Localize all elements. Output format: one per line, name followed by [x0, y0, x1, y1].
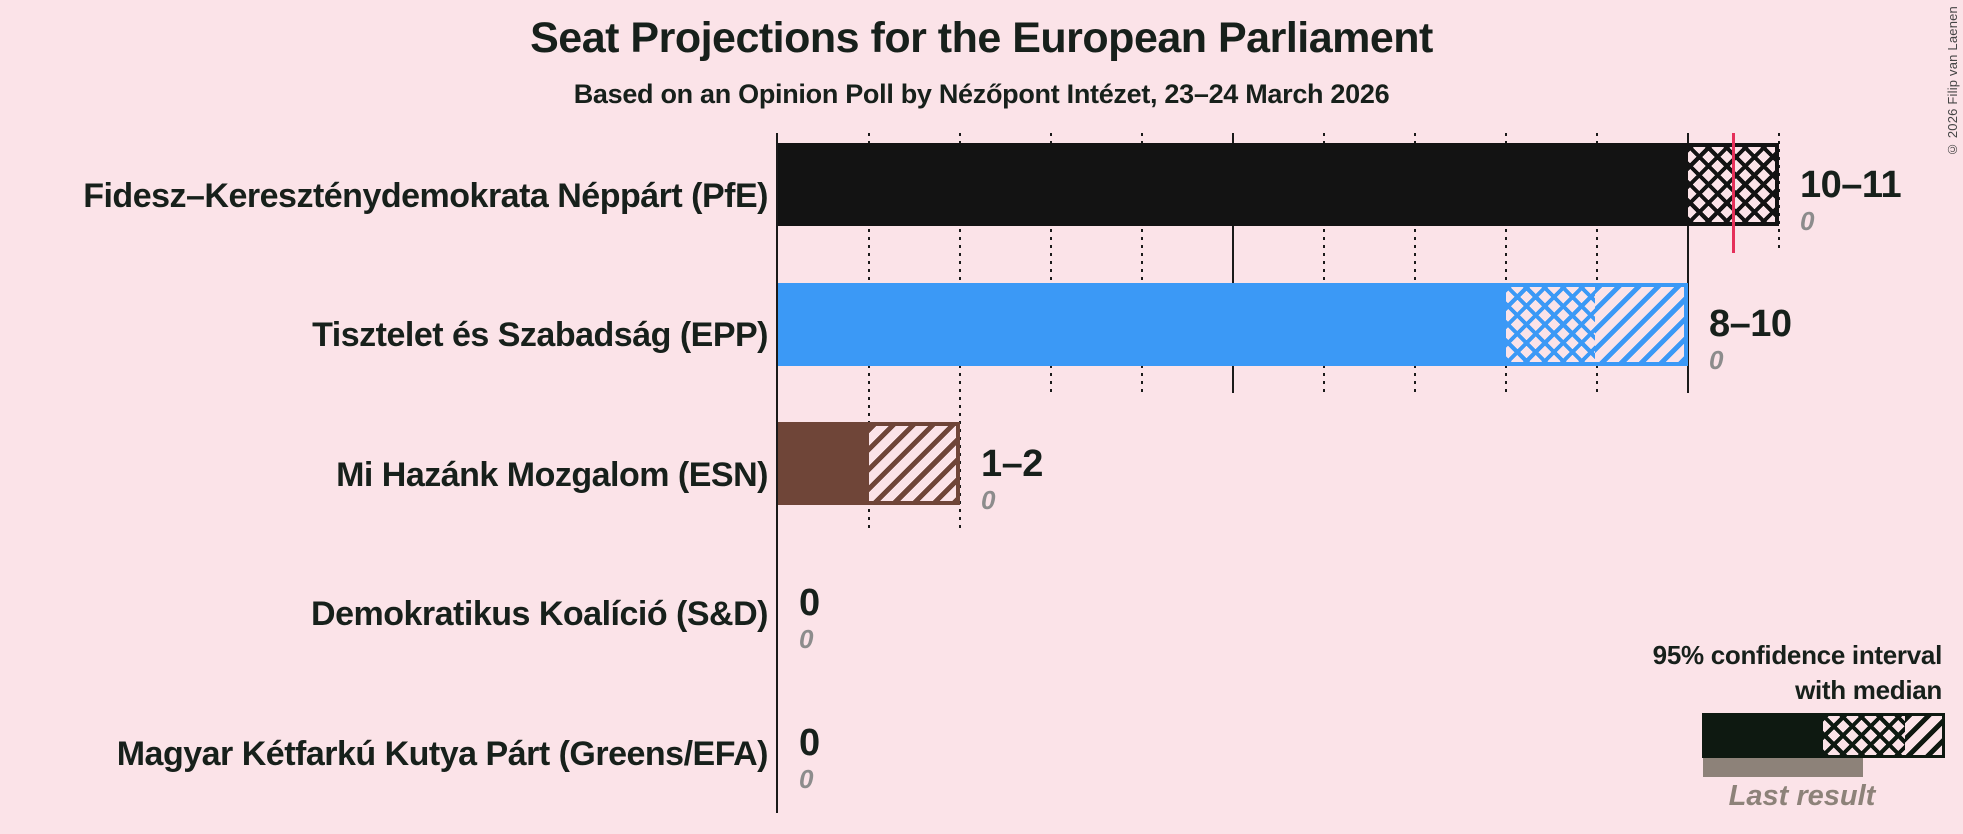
- y-axis: [776, 133, 778, 813]
- legend-last-result-label: Last result: [1728, 780, 1876, 812]
- chart-subtitle: Based on an Opinion Poll by Nézőpont Int…: [573, 79, 1390, 109]
- legend-ci-label: 95% confidence interval with median: [1652, 638, 1943, 708]
- legend-ci-line1: 95% confidence interval: [1652, 640, 1943, 670]
- seat-range-label: 0: [799, 582, 820, 624]
- minor-gridline: [1778, 133, 1780, 253]
- bar-diagonal-median-to-high: [869, 426, 956, 501]
- seat-range-label: 1–2: [981, 442, 1043, 485]
- legend-sample-crosshatch-section: [1823, 716, 1905, 755]
- party-label: Fidesz–Kereszténydemokrata Néppárt (PfE): [83, 176, 768, 215]
- bar-solid-section: [778, 143, 1688, 226]
- bar-confidence-interval: [869, 422, 960, 505]
- seat-range-label: 8–10: [1709, 303, 1792, 345]
- minor-gridline: [1414, 133, 1416, 393]
- party-label: Magyar Kétfarkú Kutya Párt (Greens/EFA): [116, 734, 769, 773]
- last-result-value: 0: [799, 763, 814, 794]
- bar-crosshatch-low-to-median: [1506, 286, 1595, 362]
- copyright-notice: © 2026 Filip van Laenen: [1945, 6, 1960, 158]
- legend-sample-diagonal-section: [1904, 716, 1942, 755]
- bar-solid-section: [778, 282, 1506, 366]
- seat-range-label: 10–11: [1800, 163, 1902, 206]
- minor-gridline: [1596, 133, 1598, 393]
- last-result-value: 0: [981, 484, 996, 515]
- major-gridline: [1232, 133, 1234, 393]
- party-label: Demokratikus Koalíció (S&D): [311, 595, 768, 633]
- minor-gridline: [1141, 133, 1143, 393]
- minor-gridline: [1050, 133, 1052, 393]
- minor-gridline: [1323, 133, 1325, 393]
- minor-gridline: [1505, 133, 1507, 393]
- legend-last-result-bar: [1703, 758, 1863, 777]
- party-label: Mi Hazánk Mozgalom (ESN): [336, 455, 768, 494]
- party-label: Tisztelet és Szabadság (EPP): [312, 316, 768, 354]
- majority-threshold-line: [1732, 133, 1735, 253]
- last-result-value: 0: [1800, 205, 1815, 236]
- legend-sample-solid-section: [1705, 716, 1824, 755]
- legend-ci-sample-bar: [1702, 713, 1945, 758]
- last-result-value: 0: [1709, 345, 1724, 375]
- chart-title: Seat Projections for the European Parlia…: [530, 14, 1433, 62]
- major-gridline: [1687, 133, 1689, 393]
- bar-confidence-interval: [1506, 282, 1688, 366]
- last-result-value: 0: [799, 624, 814, 654]
- seat-range-label: 0: [799, 721, 820, 764]
- bar-solid-section: [778, 422, 869, 505]
- legend-ci-line2: with median: [1795, 675, 1942, 705]
- bar-diagonal-median-to-high: [1595, 286, 1684, 362]
- bar-crosshatch-low-to-median: [1688, 147, 1775, 222]
